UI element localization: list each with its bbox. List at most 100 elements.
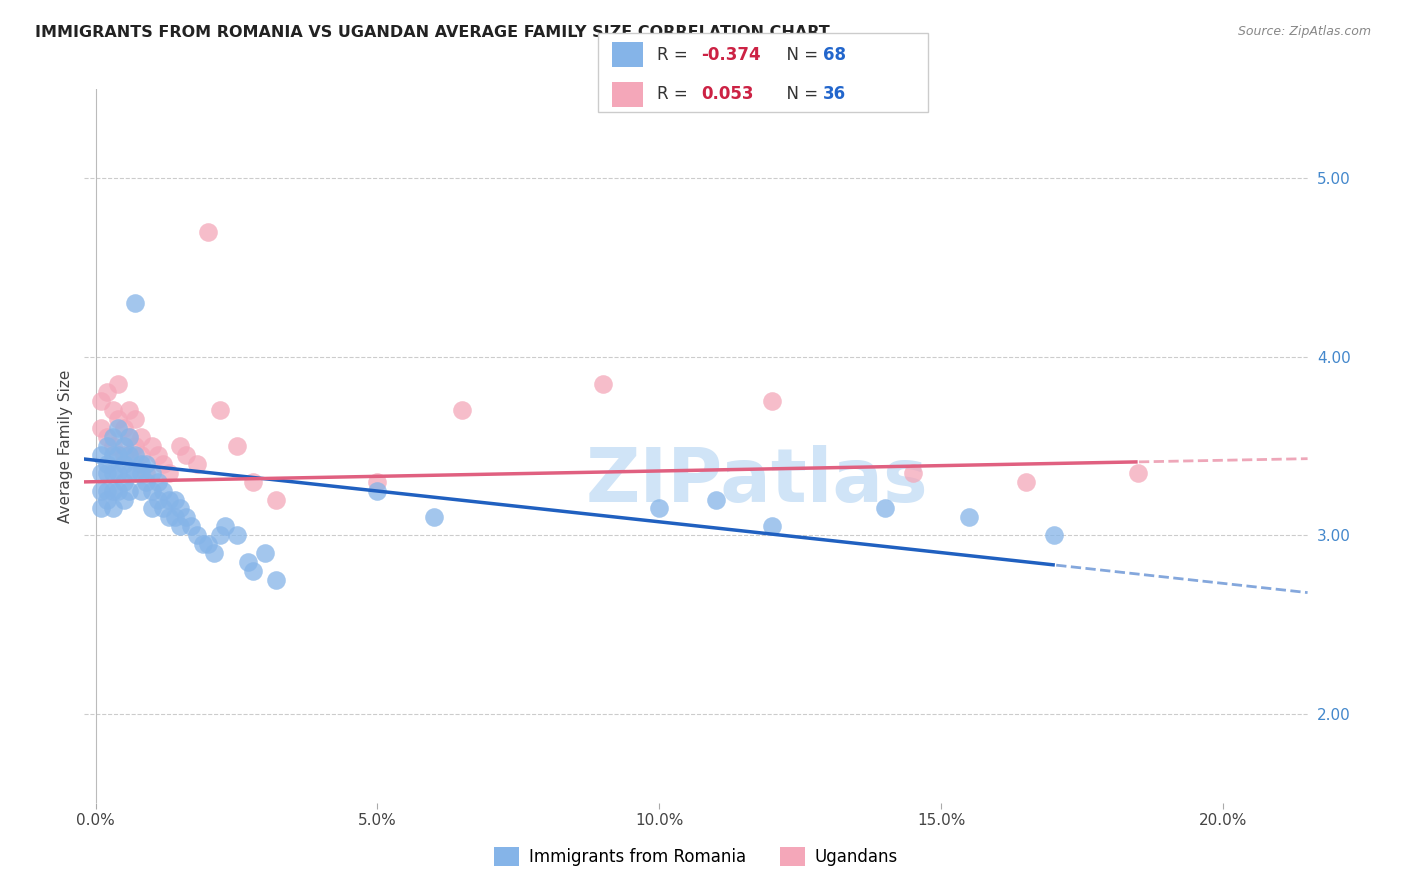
Point [107, 466, 129, 480]
Point [174, 448, 197, 462]
Point [124, 412, 146, 426]
Point [101, 439, 124, 453]
Point [107, 421, 129, 435]
Point [152, 501, 174, 516]
Point [423, 510, 446, 524]
Point [90, 421, 112, 435]
Text: R =: R = [657, 86, 697, 103]
Point [90, 466, 112, 480]
Point [124, 466, 146, 480]
Point [118, 403, 141, 417]
Point [118, 483, 141, 498]
Point [129, 448, 152, 462]
Point [129, 457, 152, 471]
Point [169, 501, 191, 516]
Point [208, 403, 231, 417]
Point [451, 403, 474, 417]
Point [197, 537, 219, 551]
Point [146, 492, 169, 507]
Point [146, 448, 169, 462]
Y-axis label: Average Family Size: Average Family Size [58, 369, 73, 523]
Point [704, 492, 727, 507]
Point [208, 528, 231, 542]
Point [1015, 475, 1038, 489]
Text: Source: ZipAtlas.com: Source: ZipAtlas.com [1237, 25, 1371, 38]
Point [901, 466, 924, 480]
Point [163, 492, 186, 507]
Point [253, 546, 276, 560]
Point [101, 501, 124, 516]
Point [1043, 528, 1066, 542]
Point [90, 501, 112, 516]
Point [264, 492, 287, 507]
Point [118, 430, 141, 444]
Point [101, 403, 124, 417]
Text: ZIPatlas: ZIPatlas [586, 445, 928, 518]
Point [592, 376, 614, 391]
Point [112, 457, 135, 471]
Point [242, 475, 264, 489]
Point [96, 483, 118, 498]
Text: 68: 68 [823, 46, 845, 64]
Point [101, 448, 124, 462]
Point [141, 483, 163, 498]
Point [366, 475, 388, 489]
Point [264, 573, 287, 587]
Point [169, 519, 191, 533]
Point [101, 483, 124, 498]
Point [112, 448, 135, 462]
Point [96, 457, 118, 471]
Point [163, 510, 186, 524]
Point [96, 430, 118, 444]
Point [118, 448, 141, 462]
Point [242, 564, 264, 578]
Point [225, 439, 247, 453]
Point [180, 519, 202, 533]
Legend: Immigrants from Romania, Ugandans: Immigrants from Romania, Ugandans [488, 840, 904, 873]
Point [761, 519, 783, 533]
Point [141, 466, 163, 480]
Point [129, 483, 152, 498]
Point [152, 457, 174, 471]
Point [957, 510, 980, 524]
Point [90, 394, 112, 409]
Point [118, 430, 141, 444]
Point [191, 537, 214, 551]
Point [124, 448, 146, 462]
Point [141, 439, 163, 453]
Point [873, 501, 896, 516]
Point [169, 439, 191, 453]
Point [96, 439, 118, 453]
Point [225, 528, 247, 542]
Point [118, 466, 141, 480]
Point [214, 519, 236, 533]
Point [366, 483, 388, 498]
Point [107, 376, 129, 391]
Point [141, 501, 163, 516]
Point [157, 466, 180, 480]
Point [90, 483, 112, 498]
Point [236, 555, 259, 569]
Text: -0.374: -0.374 [702, 46, 761, 64]
Text: 36: 36 [823, 86, 845, 103]
Point [152, 483, 174, 498]
Point [107, 483, 129, 498]
Text: N =: N = [776, 46, 824, 64]
Point [157, 492, 180, 507]
Point [135, 475, 157, 489]
Point [129, 466, 152, 480]
Text: R =: R = [657, 46, 693, 64]
Point [124, 296, 146, 310]
Point [112, 475, 135, 489]
Point [101, 430, 124, 444]
Point [96, 385, 118, 400]
Point [107, 412, 129, 426]
Point [96, 466, 118, 480]
Point [174, 510, 197, 524]
Point [112, 439, 135, 453]
Text: IMMIGRANTS FROM ROMANIA VS UGANDAN AVERAGE FAMILY SIZE CORRELATION CHART: IMMIGRANTS FROM ROMANIA VS UGANDAN AVERA… [35, 25, 830, 40]
Point [1128, 466, 1150, 480]
Point [186, 457, 208, 471]
Point [135, 457, 157, 471]
Point [157, 510, 180, 524]
